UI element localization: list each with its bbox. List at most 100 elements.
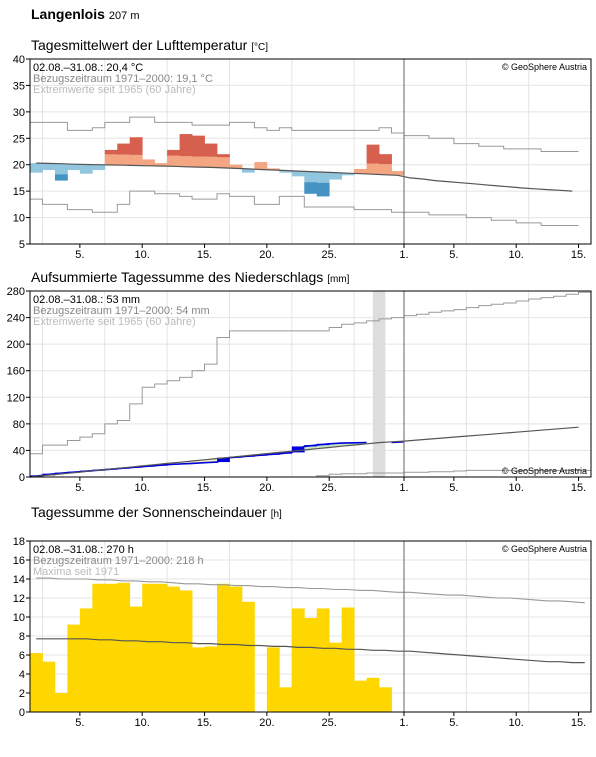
x-tick-label: 10.: [135, 482, 150, 494]
sunshine-bar: [129, 606, 143, 712]
plot-border: [29, 290, 592, 478]
temperature-chart: 5 10 15 20 25 30 35 40 5. 10. 15. 20. 25. 1. 5. 10. 15. 0…: [13, 55, 592, 261]
station-header: Langenlois 207 m: [31, 6, 139, 22]
y-tick-label: 4: [19, 669, 25, 681]
info-period-value: 02.08.–31.08.: 53 mm: [33, 294, 140, 306]
x-tick-label: 15.: [197, 717, 212, 729]
temp-bar-hot: [204, 143, 218, 157]
x-tick-label: 10.: [509, 717, 524, 729]
temp-title-unit: [°C]: [251, 42, 268, 53]
plot-border: [29, 58, 592, 245]
x-tick-label: 10.: [509, 249, 524, 261]
temp-bar-cold: [54, 174, 68, 181]
sunshine-bar: [42, 661, 56, 712]
sunshine-bar: [179, 590, 193, 712]
y-tick-label: 120: [7, 392, 25, 404]
normal-line: [29, 426, 579, 478]
sunshine-bar: [279, 687, 293, 712]
x-tick-label: 25.: [322, 717, 337, 729]
x-tick-label: 20.: [259, 249, 274, 261]
precip-chart-title: Aufsummierte Tagessumme des Niederschlag…: [31, 269, 349, 285]
temp-bar-warm: [204, 156, 218, 168]
y-tick-label: 25: [13, 133, 25, 145]
y-tick-label: 0: [19, 472, 25, 484]
x-tick-label: 15.: [571, 482, 586, 494]
x-tick-label: 1.: [399, 482, 408, 494]
sunshine-bar: [266, 647, 280, 712]
x-tick-label: 20.: [259, 482, 274, 494]
y-tick-label: 12: [13, 593, 25, 605]
x-tick-label: 10.: [135, 717, 150, 729]
x-tick-label: 15.: [197, 482, 212, 494]
sunshine-bar: [142, 583, 156, 712]
y-tick-label: 10: [13, 612, 25, 624]
temp-chart-title: Tagesmittelwert der Lufttemperatur [°C]: [31, 37, 268, 53]
temp-bar-warm: [192, 156, 205, 168]
temp-bar-hot: [379, 154, 392, 165]
temp-bar-cool: [304, 171, 318, 183]
y-tick-label: 30: [13, 107, 25, 119]
sunshine-chart: 0 2 4 6 8 10 12 14 16 18 5. 10. 15. 20. 25. 1. 5. 10. 15. 0…: [13, 537, 592, 729]
sunshine-bar: [192, 647, 205, 712]
y-tick-label: 15: [13, 186, 25, 198]
temp-bar-cool: [30, 163, 43, 173]
sunshine-bar: [241, 601, 255, 712]
info-extremes-note: Maxima seit 1971: [33, 566, 119, 578]
x-tick-label: 15.: [571, 717, 586, 729]
info-reference-period: Bezugszeitraum 1971–2000: 218 h: [33, 555, 204, 567]
temp-bar-cool: [291, 171, 305, 177]
min-extreme-line: [30, 190, 579, 226]
temp-bar-hot: [167, 149, 180, 156]
temp-bar-cool: [241, 168, 255, 173]
temp-bar-hot: [179, 134, 193, 157]
plot-border: [29, 540, 592, 713]
y-tick-label: 10: [13, 213, 25, 225]
sun-title-text: Tagessumme der Sonnenscheindauer: [31, 504, 267, 520]
sunshine-bar: [92, 583, 106, 712]
temp-bar-warm: [391, 171, 405, 176]
temp-title-text: Tagesmittelwert der Lufttemperatur: [31, 37, 248, 53]
y-tick-label: 160: [7, 366, 25, 378]
temp-bar-warm: [142, 159, 156, 166]
temp-bar-cool: [92, 164, 106, 170]
info-reference-period: Bezugszeitraum 1971–2000: 19,1 °C: [33, 73, 213, 85]
sunshine-bar: [30, 653, 43, 712]
temp-bar-cool: [54, 163, 68, 175]
y-tick-label: 40: [13, 445, 25, 457]
x-tick-label: 15.: [571, 249, 586, 261]
sunshine-bar: [341, 607, 355, 712]
temp-bar-hot: [117, 143, 131, 155]
x-tick-label: 5.: [449, 249, 458, 261]
sunshine-bar: [229, 586, 243, 712]
sunshine-bar: [304, 617, 318, 712]
temp-bar-warm: [229, 164, 243, 169]
sunshine-bar: [291, 608, 305, 712]
station-name: Langenlois: [31, 6, 105, 22]
temp-bar-warm: [379, 164, 392, 175]
x-tick-label: 10.: [509, 482, 524, 494]
sunshine-bar: [117, 582, 131, 712]
x-tick-label: 20.: [259, 717, 274, 729]
sun-chart-title: Tagessumme der Sonnenscheindauer [h]: [31, 504, 282, 520]
sunshine-bar: [54, 693, 68, 712]
y-tick-label: 20: [13, 160, 25, 172]
y-tick-label: 5: [19, 239, 25, 251]
info-period-value: 02.08.–31.08.: 20,4 °C: [33, 62, 143, 74]
temp-bar-warm: [254, 162, 268, 170]
y-tick-label: 0: [19, 707, 25, 719]
maxima-line: [36, 577, 585, 604]
sunshine-bar: [366, 677, 380, 712]
temp-bar-warm: [129, 154, 143, 166]
temp-bar-hot: [217, 154, 230, 158]
station-elevation: 207 m: [108, 10, 140, 22]
sunshine-bar: [204, 646, 218, 712]
temp-bar-cool: [329, 172, 343, 180]
x-tick-label: 5.: [449, 717, 458, 729]
max-extreme-line: [30, 116, 579, 152]
x-tick-label: 25.: [322, 482, 337, 494]
temp-bar-warm: [179, 156, 193, 167]
sun-title-unit: [h]: [270, 509, 282, 520]
y-tick-label: 16: [13, 555, 25, 567]
sunshine-bar: [104, 583, 118, 712]
temp-bar-hot: [129, 137, 143, 155]
